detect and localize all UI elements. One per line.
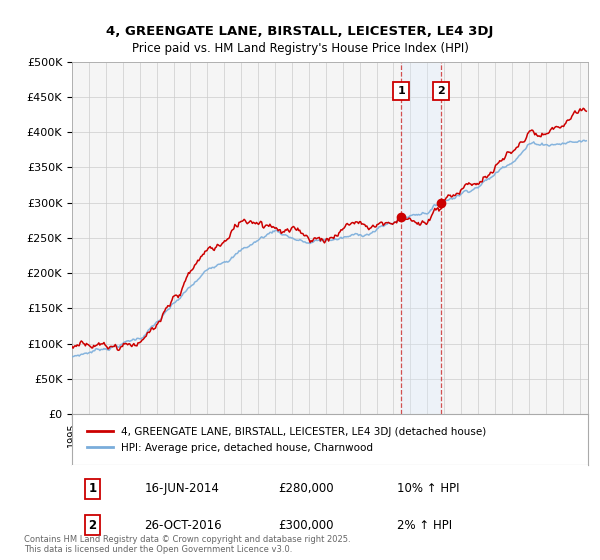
Text: Price paid vs. HM Land Registry's House Price Index (HPI): Price paid vs. HM Land Registry's House … <box>131 42 469 55</box>
Text: 10% ↑ HPI: 10% ↑ HPI <box>397 482 460 495</box>
Text: £300,000: £300,000 <box>278 519 334 532</box>
Text: 2: 2 <box>89 519 97 532</box>
Text: £280,000: £280,000 <box>278 482 334 495</box>
Bar <box>401 62 441 414</box>
Text: Contains HM Land Registry data © Crown copyright and database right 2025.
This d: Contains HM Land Registry data © Crown c… <box>24 535 350 554</box>
Text: 26-OCT-2016: 26-OCT-2016 <box>144 519 222 532</box>
Text: 1: 1 <box>397 86 405 96</box>
Text: 2: 2 <box>437 86 445 96</box>
Text: 16-JUN-2014: 16-JUN-2014 <box>144 482 219 495</box>
Legend: 4, GREENGATE LANE, BIRSTALL, LEICESTER, LE4 3DJ (detached house), HPI: Average p: 4, GREENGATE LANE, BIRSTALL, LEICESTER, … <box>82 423 490 457</box>
Text: 4, GREENGATE LANE, BIRSTALL, LEICESTER, LE4 3DJ: 4, GREENGATE LANE, BIRSTALL, LEICESTER, … <box>106 25 494 38</box>
Text: 2% ↑ HPI: 2% ↑ HPI <box>397 519 452 532</box>
Text: 1: 1 <box>89 482 97 495</box>
